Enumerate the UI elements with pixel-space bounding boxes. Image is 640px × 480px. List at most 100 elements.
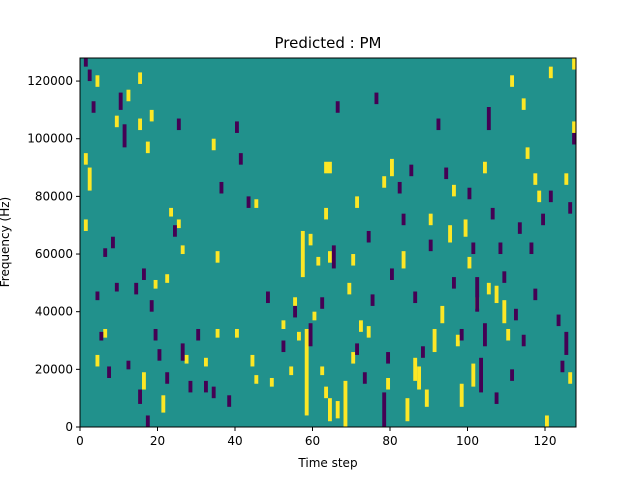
heatmap-cells <box>83 58 577 428</box>
heatmap-cell-high <box>169 207 174 217</box>
heatmap-cell-low <box>114 282 119 292</box>
heatmap-cell-low <box>533 288 538 301</box>
heatmap-cell-low <box>517 222 522 234</box>
heatmap-cell-low <box>397 181 402 194</box>
heatmap-cell-high <box>293 297 298 306</box>
heatmap-cell-low <box>145 415 150 427</box>
heatmap-cell-high <box>463 219 468 237</box>
heatmap-cell-high <box>316 256 321 266</box>
heatmap-cell-high <box>343 380 348 428</box>
heatmap-cell-low <box>560 360 565 373</box>
heatmap-cell-high <box>235 328 239 338</box>
heatmap-cell-low <box>459 328 464 341</box>
heatmap-cell-low <box>572 132 577 145</box>
heatmap-cell-low <box>452 277 456 289</box>
y-tick-label: 100000 <box>27 132 73 146</box>
heatmap-cell-low <box>479 357 484 393</box>
heatmap-cell-high <box>428 213 433 226</box>
heatmap-cell-low <box>467 187 472 200</box>
heatmap-cell-low <box>227 395 232 407</box>
heatmap-cell-high <box>355 196 360 208</box>
y-axis-label: Frequency (Hz) <box>0 197 12 288</box>
heatmap-cell-low <box>320 297 325 309</box>
heatmap-cell-high <box>564 173 569 185</box>
heatmap-cell-low <box>494 392 499 404</box>
y-tick-label: 0 <box>65 420 73 434</box>
heatmap-cell-low <box>134 282 139 295</box>
heatmap-cell-high <box>424 389 429 407</box>
heatmap-cell-high <box>297 331 301 341</box>
heatmap-cell-high <box>510 75 515 87</box>
heatmap-cell-high <box>176 219 181 229</box>
heatmap-cell-low <box>153 328 158 341</box>
heatmap-cell-high <box>289 366 294 376</box>
heatmap-cell-low <box>529 242 534 255</box>
heatmap-cell-low <box>355 343 360 355</box>
heatmap-cell-high <box>312 311 317 321</box>
heatmap-cell-low <box>196 328 201 341</box>
heatmap-cell-low <box>548 190 553 203</box>
heatmap-cell-low <box>95 291 100 301</box>
heatmap-cell-high <box>452 184 456 197</box>
heatmap-cell-high <box>486 282 491 295</box>
heatmap-cell-high <box>548 66 553 79</box>
x-axis-label: Time step <box>297 456 357 470</box>
heatmap-cell-high <box>572 121 577 133</box>
heatmap-cell-high <box>165 274 170 283</box>
heatmap-cell-low <box>138 389 143 404</box>
heatmap-cell-low <box>510 369 515 381</box>
heatmap-background <box>80 58 576 427</box>
heatmap-cell-low <box>293 305 298 318</box>
heatmap-cell-high <box>103 328 108 338</box>
heatmap-cell-high <box>521 98 526 110</box>
heatmap-cell-high <box>114 115 119 128</box>
heatmap-cell-high <box>126 89 131 102</box>
heatmap-cell-high <box>180 245 185 255</box>
heatmap-cell-low <box>266 291 270 304</box>
heatmap-cell-low <box>176 118 181 131</box>
heatmap-cell-high <box>502 300 507 324</box>
heatmap-cell-high <box>417 366 422 390</box>
heatmap-cell-low <box>413 291 418 304</box>
heatmap-cell-high <box>215 251 220 263</box>
heatmap-cell-low <box>390 268 394 280</box>
heatmap-cell-high <box>405 398 410 422</box>
y-tick-label: 120000 <box>27 74 73 88</box>
heatmap-cell-low <box>541 213 546 226</box>
heatmap-cell-high <box>254 199 259 208</box>
heatmap-cell-low <box>235 121 239 133</box>
y-tick-label: 40000 <box>35 305 73 319</box>
heatmap-cell-high <box>142 372 146 390</box>
heatmap-cell-low <box>521 334 526 347</box>
heatmap-cell-high <box>138 118 143 131</box>
heatmap-cell-high <box>215 328 220 338</box>
y-tick-label: 80000 <box>35 189 73 203</box>
heatmap-cell-high <box>83 153 88 165</box>
heatmap-cell-low <box>428 239 433 252</box>
heatmap-cell-high <box>347 282 352 295</box>
heatmap-cell-high <box>308 233 313 246</box>
heatmap-cell-high <box>455 334 460 347</box>
heatmap-cell-high <box>494 285 499 304</box>
heatmap-cell-high <box>324 161 329 174</box>
heatmap-cell-high <box>324 207 329 220</box>
heatmap-cell-low <box>99 331 104 341</box>
heatmap-cell-high <box>149 109 154 122</box>
heatmap-cell-high <box>161 395 166 413</box>
y-tick-label: 60000 <box>35 247 73 261</box>
x-axis: 0 20 40 60 80 100 120 <box>76 427 556 448</box>
heatmap-cell-high <box>386 377 391 390</box>
y-tick-label: 20000 <box>35 362 73 376</box>
heatmap-cell-low <box>401 213 406 226</box>
heatmap-cell-low <box>111 236 115 249</box>
heatmap-cell-high <box>533 173 538 185</box>
heatmap-cell-high <box>335 401 340 419</box>
x-tick-label: 20 <box>150 434 165 448</box>
heatmap-cell-low <box>331 245 336 269</box>
heatmap-cell-low <box>126 360 131 370</box>
heatmap-cell-high <box>328 251 332 263</box>
heatmap-cell-low <box>180 343 185 361</box>
heatmap-cell-low <box>514 308 518 321</box>
heatmap-cell-low <box>486 107 491 131</box>
heatmap-cell-low <box>118 92 123 110</box>
